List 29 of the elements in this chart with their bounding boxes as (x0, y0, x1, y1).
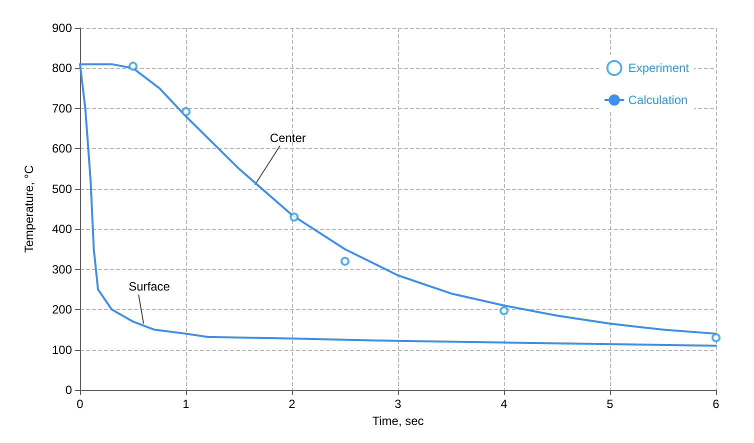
y-tick-label: 600 (52, 142, 72, 156)
x-tick-label: 6 (712, 397, 720, 411)
point (182, 107, 190, 116)
point (712, 333, 720, 342)
annotation: Center (270, 130, 306, 145)
y-tick-label: 400 (52, 222, 72, 236)
point (340, 256, 350, 266)
x-tick-label: 3 (394, 397, 402, 411)
y-tick-label: 700 (52, 101, 72, 116)
y-tick-label: 100 (52, 342, 72, 357)
point (128, 62, 138, 71)
y-tick-label: 900 (52, 21, 72, 35)
y-tick-label: 800 (52, 61, 72, 76)
x-axis-title: Time, sec (372, 414, 424, 428)
x-tick-label: 2 (288, 397, 296, 411)
y-tick-label: 500 (52, 182, 72, 196)
y-tick-label: 0 (65, 383, 72, 397)
y-tick-label: 300 (52, 262, 72, 276)
x-tick-label: 5 (606, 397, 614, 411)
annotation: Surface (128, 280, 170, 294)
point (290, 212, 299, 222)
y-tick-label: 200 (52, 302, 72, 317)
y-axis-title: Temperature, °C (22, 164, 36, 253)
x-tick-label: 0 (76, 397, 84, 411)
legend-label: Experiment (628, 61, 690, 75)
point (500, 306, 508, 316)
legend-label: Calculation (628, 93, 688, 107)
x-tick-label: 1 (182, 397, 190, 411)
x-tick-label: 4 (500, 397, 508, 411)
